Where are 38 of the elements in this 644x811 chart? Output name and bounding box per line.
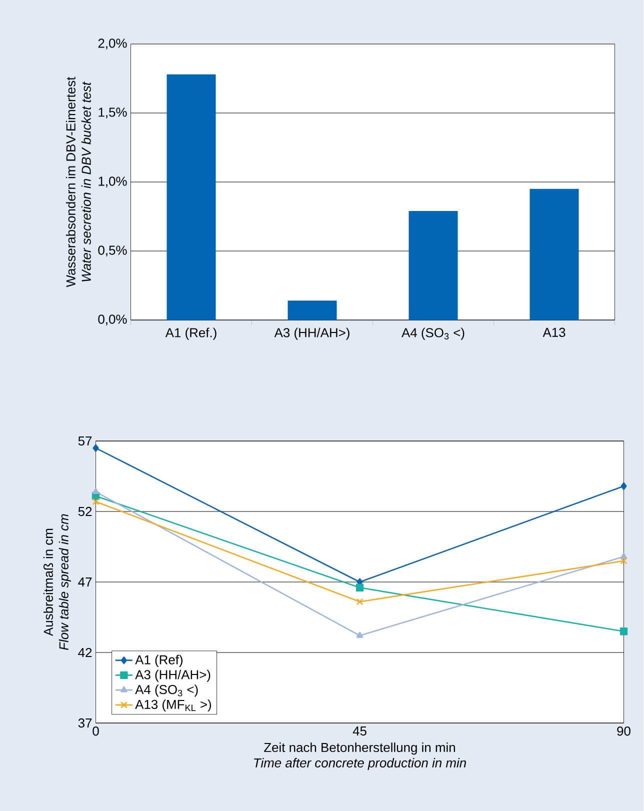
y-axis-title: Wasserabsondern im DBV-Eimertest Water secretion in DBV bucket test: [66, 76, 91, 288]
bar: [288, 300, 337, 320]
point: [92, 498, 100, 506]
bar: [408, 210, 458, 320]
point: [92, 488, 100, 494]
point: [620, 482, 627, 490]
point: [356, 584, 364, 592]
point: [620, 557, 628, 564]
y-tick-label: 1,0%: [98, 176, 127, 188]
x-tick-label: 90: [617, 726, 631, 736]
legend-label: A13 (MF$_{KL}$ >): [135, 699, 212, 712]
point: [92, 444, 99, 452]
point: [356, 598, 364, 606]
x-tick-label: A4 (SO$_{3}$ <): [402, 328, 464, 340]
bar: [530, 188, 579, 320]
y-tick-label: 0,0%: [98, 314, 127, 326]
y-tick-label: 37: [78, 718, 92, 728]
point: [620, 552, 628, 559]
point: [620, 628, 628, 636]
legend-label: A3 (HH/AH>): [135, 670, 210, 682]
y-tick-label: 1,5%: [98, 108, 127, 118]
x-axis-title: Zeit nach Betonherstellung in min Time after concrete production in min: [254, 742, 466, 770]
legend-label: A1 (Ref): [135, 654, 183, 667]
y-tick-label: 0,5%: [98, 246, 127, 256]
y-tick-label: 52: [78, 506, 92, 516]
y-tick-label: 47: [78, 578, 92, 586]
y-axis-title: Ausbreitmaß in cm Flow table spread in cm: [44, 514, 72, 650]
x-tick-label: A3 (HH/AH>): [274, 328, 350, 340]
x-tick-label: A13: [542, 328, 566, 337]
point: [356, 632, 364, 638]
y-tick-label: 57: [78, 436, 92, 446]
y-tick-label: 42: [78, 648, 92, 658]
y-tick-label: 2,0%: [98, 38, 127, 50]
x-tick-label: 45: [352, 726, 367, 736]
bar: [166, 74, 216, 320]
legend-label: A4 (SO$_{3}$ <): [135, 684, 198, 697]
x-tick-label: 0: [92, 726, 99, 736]
x-tick-label: A1 (Ref.): [166, 328, 216, 340]
